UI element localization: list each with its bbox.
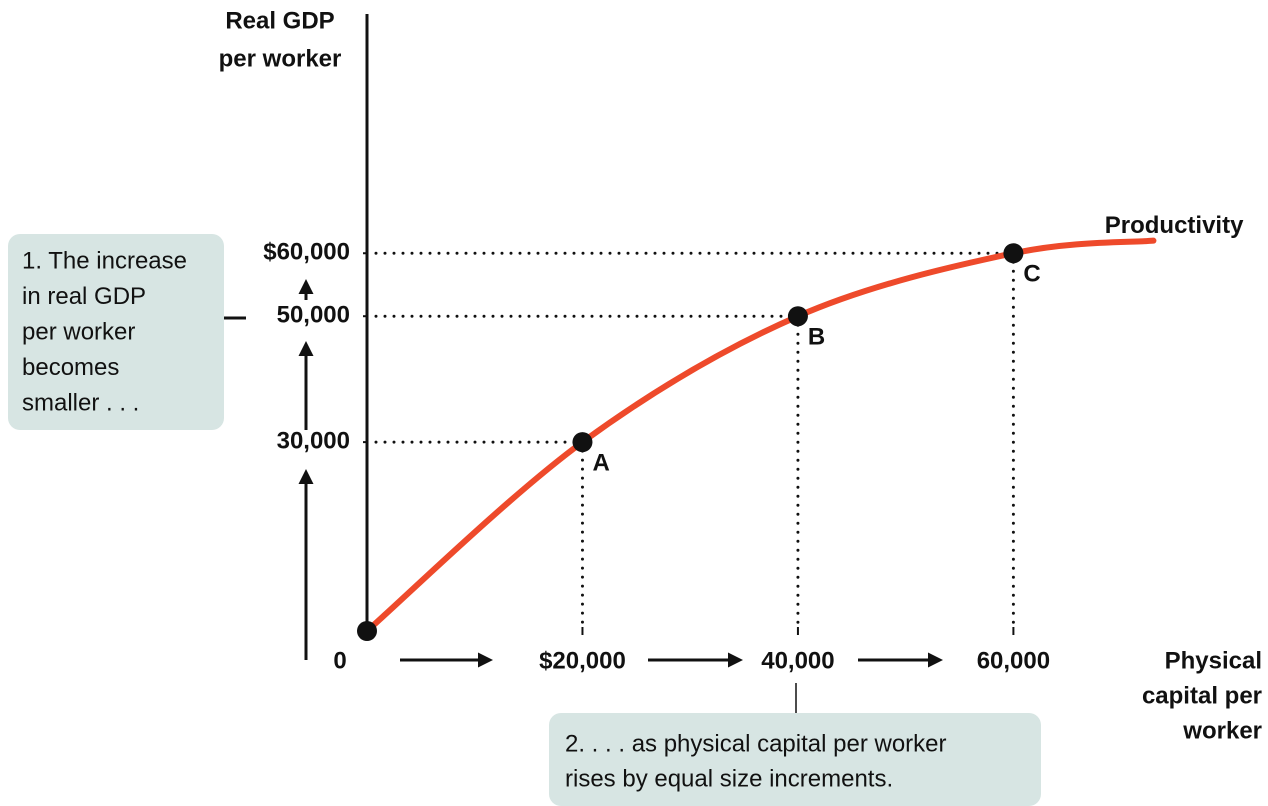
x-tick-label: 60,000 — [977, 647, 1050, 674]
annotation: rises by equal size increments. — [565, 765, 893, 792]
point — [787, 306, 808, 327]
point — [357, 621, 377, 641]
annotation: 2. . . . as physical capital per worker — [565, 730, 947, 757]
point — [572, 432, 593, 453]
annotation: smaller . . . — [22, 389, 139, 416]
point-label: C — [1023, 261, 1040, 288]
annotation-box — [549, 713, 1041, 806]
x-axis-label: worker — [1182, 717, 1262, 744]
y-axis-label: per worker — [219, 45, 342, 72]
series-label: Productivity — [1105, 212, 1244, 239]
y-tick-label: 50,000 — [277, 302, 350, 329]
y-tick-label: $60,000 — [263, 239, 350, 266]
x-axis-label: capital per — [1142, 682, 1262, 709]
point — [1003, 243, 1024, 264]
point-label: A — [592, 449, 609, 476]
annotation: becomes — [22, 354, 119, 381]
annotation: in real GDP — [22, 283, 146, 310]
x-axis-label: Physical — [1165, 647, 1262, 674]
curve — [364, 237, 1157, 634]
annotation: 1. The increase — [22, 247, 187, 274]
point-label: B — [808, 324, 825, 351]
y-axis-label: Real GDP — [225, 7, 334, 34]
x-tick-label: 40,000 — [761, 647, 834, 674]
x-tick-label: 0 — [333, 647, 346, 674]
arrows — [298, 279, 943, 668]
annotation: per worker — [22, 318, 135, 345]
annotation-box — [8, 234, 224, 430]
y-tick-label: 30,000 — [277, 427, 350, 454]
x-tick-label: $20,000 — [539, 647, 626, 674]
